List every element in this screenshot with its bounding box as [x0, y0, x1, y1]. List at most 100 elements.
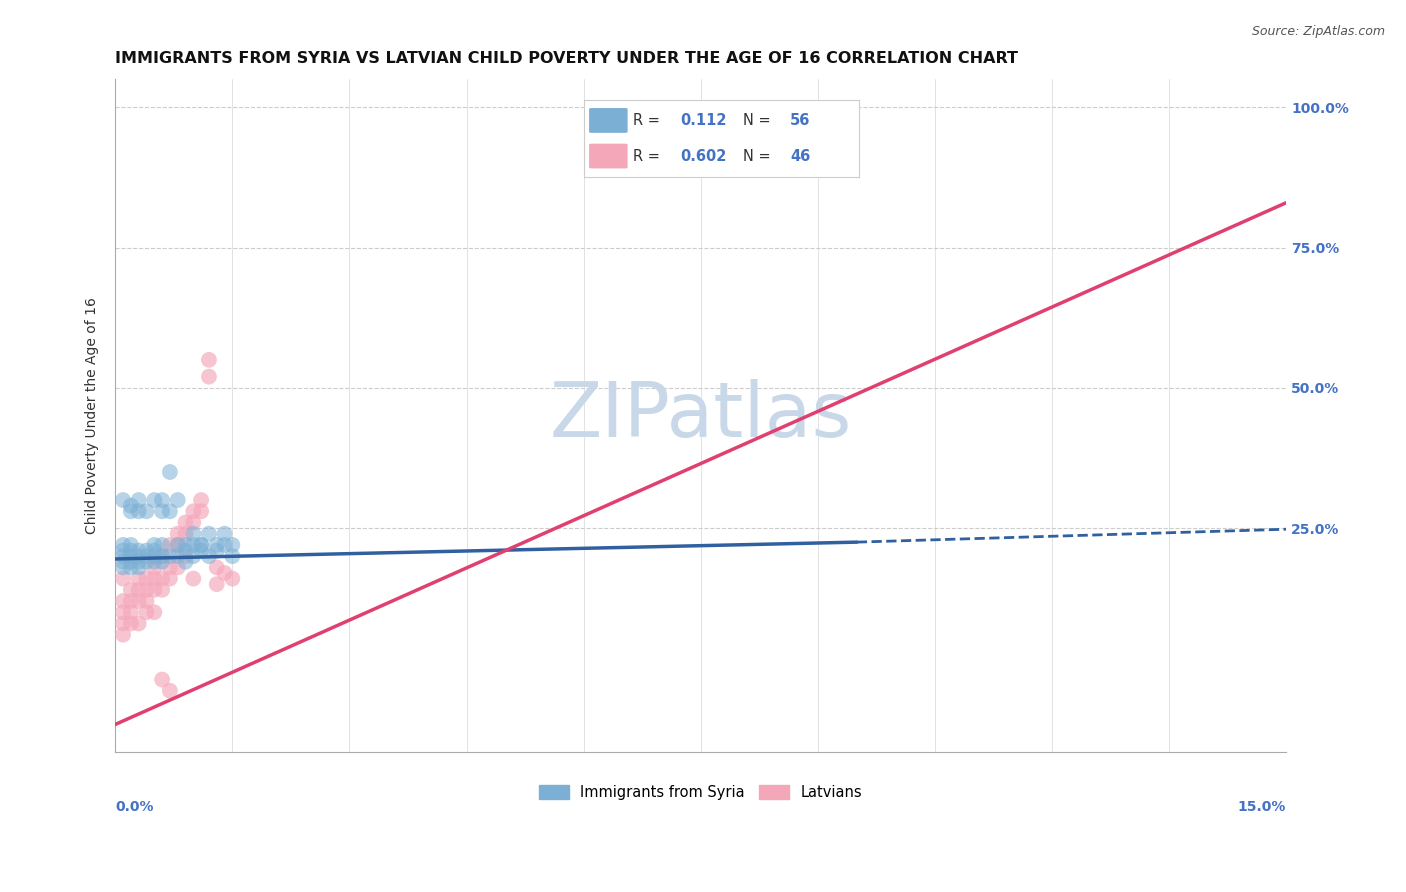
Point — [120, 605, 142, 619]
Point — [174, 538, 197, 552]
Point — [150, 493, 173, 508]
Point — [120, 543, 142, 558]
Point — [183, 516, 205, 530]
Point — [120, 594, 142, 608]
Point — [166, 560, 188, 574]
Point — [198, 352, 221, 367]
Point — [150, 555, 173, 569]
Point — [190, 538, 212, 552]
Point — [174, 516, 197, 530]
Point — [221, 572, 243, 586]
Point — [174, 555, 197, 569]
Point — [174, 543, 197, 558]
Point — [190, 493, 212, 508]
Point — [183, 504, 205, 518]
Point — [166, 493, 188, 508]
Point — [143, 572, 166, 586]
Point — [221, 538, 243, 552]
Point — [112, 605, 135, 619]
Point — [174, 526, 197, 541]
Point — [143, 549, 166, 563]
Point — [128, 594, 150, 608]
Point — [135, 594, 157, 608]
Point — [183, 526, 205, 541]
Point — [135, 543, 157, 558]
Point — [112, 493, 135, 508]
Point — [166, 538, 188, 552]
Point — [205, 577, 228, 591]
Point — [150, 538, 173, 552]
Point — [183, 549, 205, 563]
Text: ZIPatlas: ZIPatlas — [550, 379, 852, 453]
Point — [214, 538, 236, 552]
Point — [112, 616, 135, 631]
Point — [190, 538, 212, 552]
Point — [135, 605, 157, 619]
Point — [166, 549, 188, 563]
Point — [120, 555, 142, 569]
Point — [112, 555, 135, 569]
Point — [128, 504, 150, 518]
Point — [174, 549, 197, 563]
Point — [150, 673, 173, 687]
Point — [159, 572, 181, 586]
Point — [120, 560, 142, 574]
Text: 0.0%: 0.0% — [115, 799, 153, 814]
Point — [166, 526, 188, 541]
Point — [159, 504, 181, 518]
Y-axis label: Child Poverty Under the Age of 16: Child Poverty Under the Age of 16 — [86, 297, 100, 534]
Point — [112, 572, 135, 586]
Point — [128, 582, 150, 597]
Point — [128, 560, 150, 574]
Point — [135, 582, 157, 597]
Point — [143, 582, 166, 597]
Point — [143, 493, 166, 508]
Point — [128, 616, 150, 631]
Text: 15.0%: 15.0% — [1237, 799, 1286, 814]
Point — [135, 555, 157, 569]
Point — [128, 549, 150, 563]
Point — [112, 628, 135, 642]
Point — [205, 538, 228, 552]
Point — [120, 504, 142, 518]
Point — [120, 549, 142, 563]
Point — [198, 549, 221, 563]
Point — [159, 683, 181, 698]
Point — [143, 555, 166, 569]
Text: IMMIGRANTS FROM SYRIA VS LATVIAN CHILD POVERTY UNDER THE AGE OF 16 CORRELATION C: IMMIGRANTS FROM SYRIA VS LATVIAN CHILD P… — [115, 51, 1018, 66]
Point — [166, 538, 188, 552]
Point — [135, 549, 157, 563]
Point — [150, 572, 173, 586]
Point — [214, 566, 236, 580]
Point — [190, 543, 212, 558]
Point — [159, 465, 181, 479]
Point — [128, 493, 150, 508]
Point — [159, 560, 181, 574]
Point — [150, 504, 173, 518]
Point — [143, 560, 166, 574]
Point — [205, 560, 228, 574]
Point — [143, 543, 166, 558]
Point — [135, 504, 157, 518]
Point — [120, 499, 142, 513]
Point — [198, 526, 221, 541]
Point — [183, 538, 205, 552]
Point — [112, 538, 135, 552]
Point — [120, 582, 142, 597]
Point — [190, 504, 212, 518]
Text: Source: ZipAtlas.com: Source: ZipAtlas.com — [1251, 25, 1385, 38]
Point — [128, 543, 150, 558]
Point — [143, 538, 166, 552]
Point — [135, 572, 157, 586]
Point — [183, 572, 205, 586]
Point — [214, 526, 236, 541]
Legend: Immigrants from Syria, Latvians: Immigrants from Syria, Latvians — [534, 779, 868, 805]
Point — [128, 572, 150, 586]
Point — [112, 560, 135, 574]
Point — [150, 549, 173, 563]
Point — [205, 543, 228, 558]
Point — [198, 369, 221, 384]
Point — [112, 594, 135, 608]
Point — [120, 538, 142, 552]
Point — [128, 555, 150, 569]
